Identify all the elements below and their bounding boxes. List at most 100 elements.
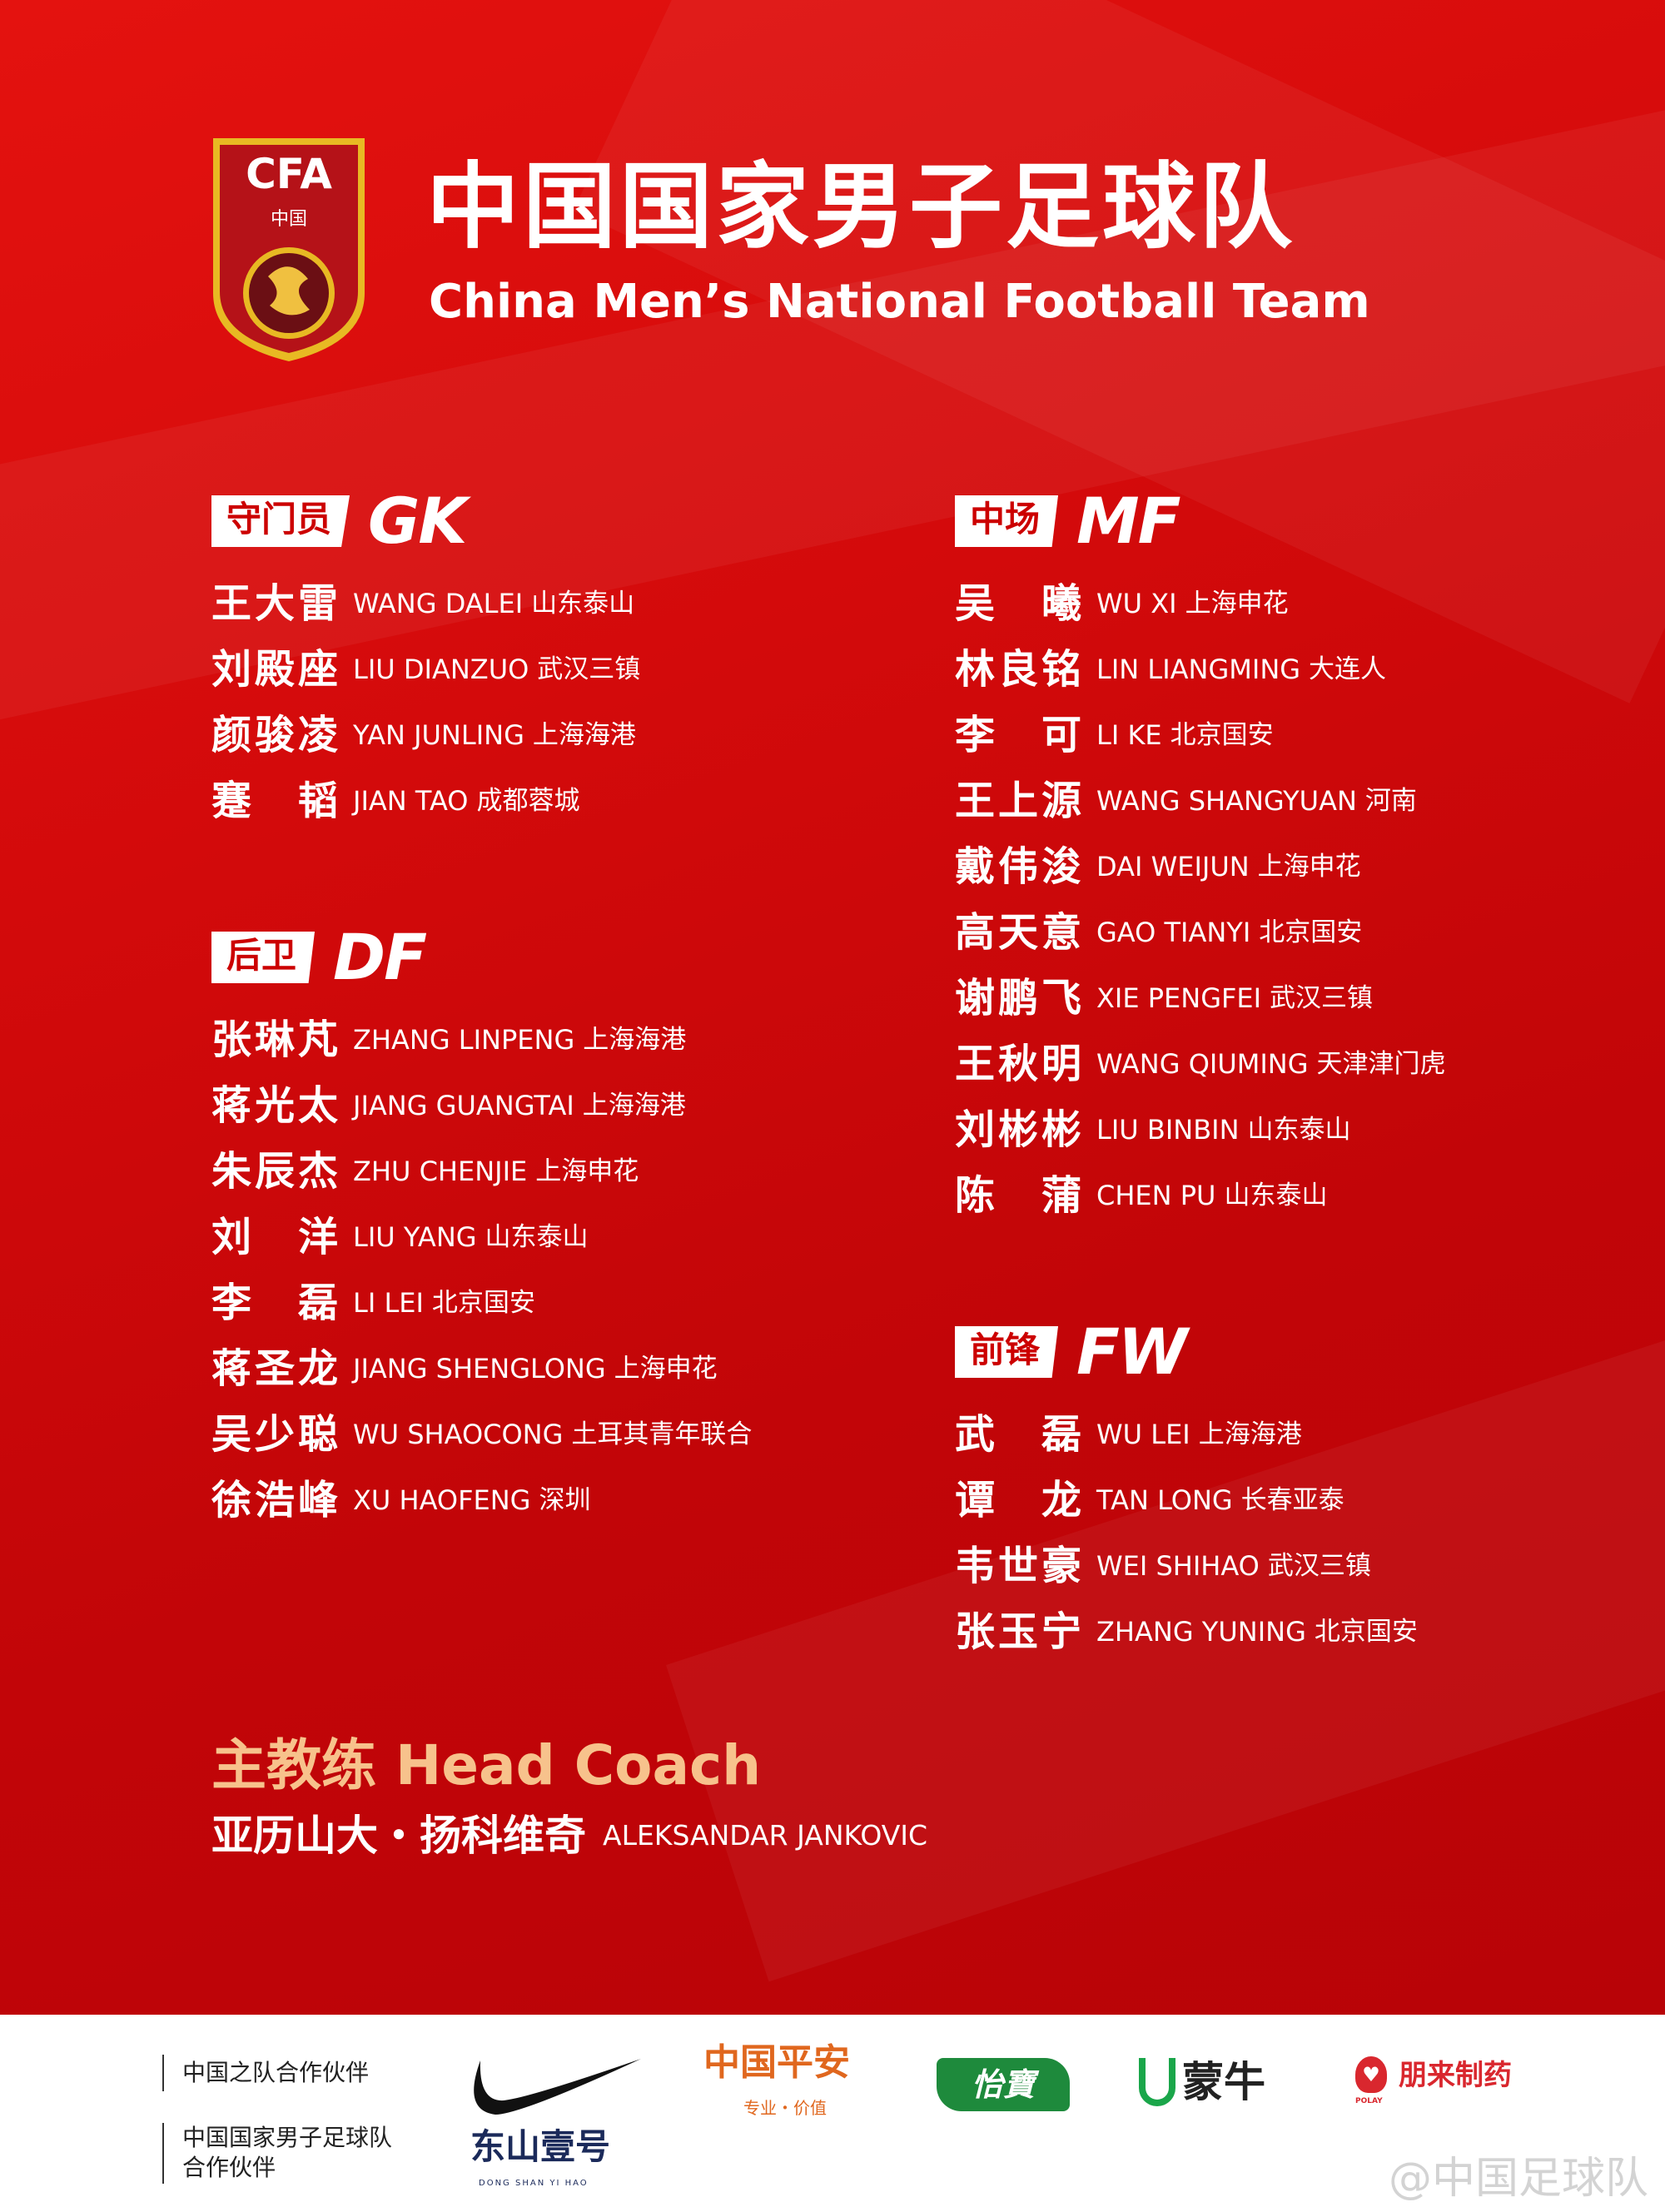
- player-row: 朱辰杰 ZHU CHENJIE 上海申花: [211, 1139, 752, 1205]
- player-name-chinese: 蹇韬: [211, 777, 338, 824]
- section-code: DF: [333, 920, 427, 994]
- player-row: 刘洋 LIU YANG 山东泰山: [211, 1205, 752, 1270]
- player-name-english: LI LEI: [353, 1287, 424, 1320]
- polay-logo: 朋来制药: [1399, 2059, 1512, 2092]
- player-name-english: WU XI: [1096, 588, 1177, 620]
- player-name-chinese: 王秋明: [955, 1040, 1081, 1087]
- mengniu-logo: 蒙牛: [1182, 2058, 1265, 2106]
- player-name-chinese: 王大雷: [211, 579, 338, 627]
- player-row: 李磊 LI LEI 北京国安: [211, 1270, 752, 1336]
- player-row: 吴少聪 WU SHAOCONG 土耳其青年联合: [211, 1402, 752, 1468]
- player-club: 天津津门虎: [1316, 1048, 1446, 1079]
- head-coach-row: 亚历山大・扬科维奇 ALEKSANDAR JANKOVIC: [211, 1813, 927, 1859]
- player-row: 韦世豪 WEI SHIHAO 武汉三镇: [955, 1533, 1446, 1599]
- pingan-slogan: 专业・价值: [743, 2098, 827, 2118]
- coach-name-english: ALEKSANDAR JANKOVIC: [603, 1819, 928, 1852]
- player-name-english: WU SHAOCONG: [353, 1419, 564, 1451]
- player-club: 深圳: [539, 1484, 591, 1515]
- player-name-english: GAO TIANYI: [1096, 917, 1251, 949]
- player-name-chinese: 高天意: [955, 908, 1081, 956]
- player-name-chinese: 吴曦: [955, 579, 1081, 627]
- partner-label-line2: 合作伙伴: [182, 2154, 276, 2182]
- player-club: 山东泰山: [531, 588, 635, 619]
- player-row: 张玉宁 ZHANG YUNING 北京国安: [955, 1599, 1446, 1665]
- player-name-english: WU LEI: [1096, 1419, 1190, 1451]
- partner-label-line1: 中国国家男子足球队: [182, 2124, 393, 2151]
- player-row: 蹇韬 JIAN TAO 成都蓉城: [211, 768, 752, 834]
- player-name-chinese: 张琳芃: [211, 1016, 338, 1063]
- player-name-chinese: 韦世豪: [955, 1542, 1081, 1589]
- pingan-logo: 中国平安: [703, 2041, 850, 2084]
- section-heading-fw: 前锋 FW: [955, 1320, 1446, 1384]
- mengniu-icon: [1139, 2058, 1175, 2106]
- player-name-chinese: 朱辰杰: [211, 1147, 338, 1195]
- player-row: 刘殿座 LIU DIANZUO 武汉三镇: [211, 637, 752, 703]
- player-name-english: LIU DIANZUO: [353, 654, 529, 686]
- yibao-logo: 怡寶: [937, 2058, 1070, 2111]
- player-name-english: ZHANG YUNING: [1096, 1616, 1306, 1648]
- dongshan-logo: 东山壹号: [470, 2126, 611, 2167]
- player-club: 北京国安: [1170, 719, 1274, 750]
- player-name-english: LIU YANG: [353, 1221, 477, 1254]
- polay-sub: POLAY: [1355, 2097, 1383, 2105]
- poster-background: CFA 中国 中国国家男子足球队 China Men’s National Fo…: [0, 0, 1665, 2015]
- player-club: 上海海港: [582, 1090, 686, 1121]
- player-row: 李可 LI KE 北京国安: [955, 703, 1446, 768]
- player-row: 王秋明 WANG QIUMING 天津津门虎: [955, 1031, 1446, 1097]
- player-name-english: DAI WEIJUN: [1096, 851, 1250, 883]
- player-name-english: LI KE: [1096, 719, 1162, 752]
- player-name-english: WANG QIUMING: [1096, 1048, 1309, 1081]
- player-club: 上海申花: [1257, 851, 1361, 882]
- player-row: 林良铭 LIN LIANGMING 大连人: [955, 637, 1446, 703]
- player-club: 武汉三镇: [1267, 1550, 1371, 1581]
- player-row: 武磊 WU LEI 上海海港: [955, 1402, 1446, 1468]
- player-name-chinese: 刘洋: [211, 1213, 338, 1260]
- page-title-english: China Men’s National Football Team: [429, 275, 1370, 329]
- player-club: 上海申花: [535, 1156, 639, 1186]
- player-name-chinese: 陈蒲: [955, 1171, 1081, 1219]
- player-name-english: LIN LIANGMING: [1096, 654, 1301, 686]
- player-name-chinese: 李可: [955, 711, 1081, 758]
- player-club: 大连人: [1309, 654, 1387, 684]
- logo-text: CFA: [246, 150, 332, 198]
- player-row: 蒋光太 JIANG GUANGTAI 上海海港: [211, 1073, 752, 1139]
- player-club: 北京国安: [1314, 1616, 1418, 1647]
- player-name-chinese: 蒋圣龙: [211, 1345, 338, 1392]
- player-name-chinese: 徐浩峰: [211, 1476, 338, 1524]
- player-name-chinese: 谭龙: [955, 1476, 1081, 1524]
- player-name-english: ZHANG LINPENG: [353, 1024, 575, 1056]
- player-name-english: TAN LONG: [1096, 1484, 1233, 1517]
- player-club: 上海申花: [1185, 588, 1289, 619]
- logo-subtext: 中国: [271, 209, 307, 230]
- player-row: 吴曦 WU XI 上海申花: [955, 571, 1446, 637]
- player-club: 北京国安: [431, 1287, 535, 1318]
- head-coach-heading: 主教练 Head Coach: [211, 1733, 762, 1797]
- player-name-chinese: 武磊: [955, 1410, 1081, 1458]
- section-heading-df: 后卫 DF: [211, 926, 752, 989]
- section-label: 前锋: [955, 1326, 1059, 1378]
- player-club: 河南: [1364, 785, 1417, 816]
- player-row: 徐浩峰 XU HAOFENG 深圳: [211, 1468, 752, 1533]
- player-name-chinese: 戴伟浚: [955, 843, 1081, 890]
- section-label: 后卫: [211, 932, 316, 983]
- nike-swoosh-logo: [474, 2059, 641, 2115]
- section-label: 中场: [955, 495, 1059, 547]
- player-row: 谢鹏飞 XIE PENGFEI 武汉三镇: [955, 966, 1446, 1031]
- player-name-chinese: 张玉宁: [955, 1608, 1081, 1655]
- player-club: 山东泰山: [485, 1221, 589, 1252]
- player-name-english: WANG DALEI: [353, 588, 524, 620]
- player-club: 北京国安: [1259, 917, 1363, 947]
- player-row: 张琳芃 ZHANG LINPENG 上海海港: [211, 1007, 752, 1073]
- player-club: 长春亚泰: [1240, 1484, 1344, 1515]
- player-row: 王大雷 WANG DALEI 山东泰山: [211, 571, 752, 637]
- player-name-chinese: 李磊: [211, 1279, 338, 1326]
- player-name-english: JIANG SHENGLONG: [353, 1353, 606, 1385]
- section-heading-gk: 守门员 GK: [211, 490, 752, 553]
- section-heading-mf: 中场 MF: [955, 490, 1446, 553]
- page-title-chinese: 中国国家男子足球队: [426, 153, 1295, 261]
- player-club: 山东泰山: [1224, 1180, 1328, 1210]
- player-club: 上海海港: [583, 1024, 687, 1055]
- player-name-chinese: 吴少聪: [211, 1410, 338, 1458]
- player-row: 刘彬彬 LIU BINBIN 山东泰山: [955, 1097, 1446, 1163]
- section-code: GK: [368, 484, 467, 558]
